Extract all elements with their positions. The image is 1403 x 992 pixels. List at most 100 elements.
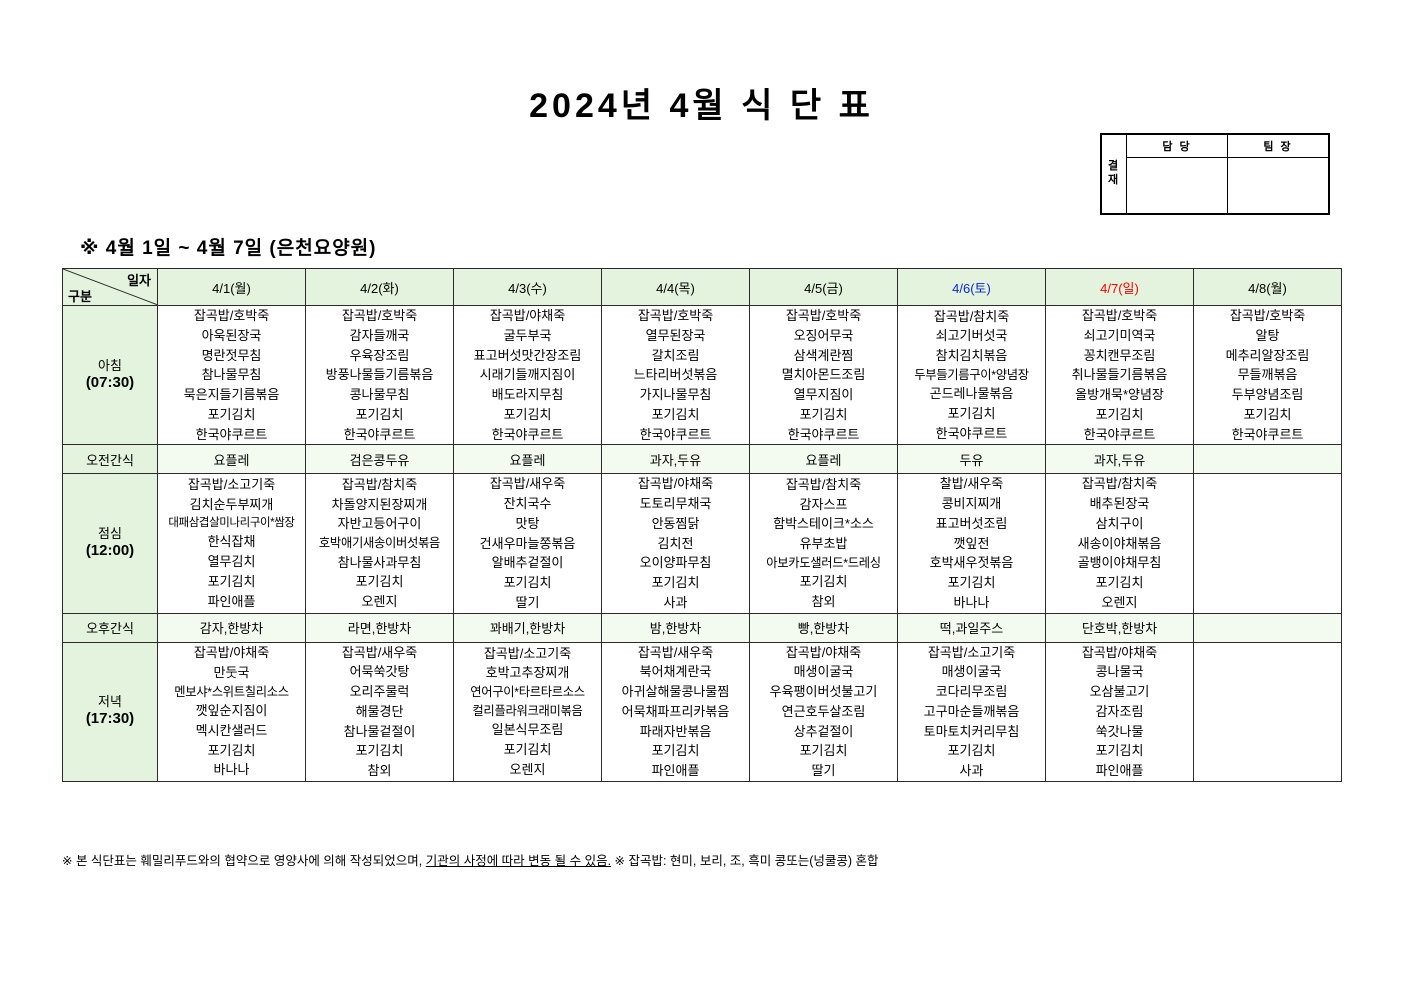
breakfast-cell-0: 잡곡밥/호박죽 아욱된장국 명란젓무침 참나물무침 묵은지들기름볶음 포기김치 한국야쿠르트	[157, 304, 306, 446]
dish-item: 파인애플	[1095, 763, 1144, 778]
dish-item: 일본식무조림	[491, 722, 564, 738]
dish-item: 파래자반볶음	[639, 723, 712, 739]
dish-item: 북어채계란국	[639, 664, 712, 680]
afternoon-snack-row: 오후간식 감자,한방차 라면,한방차 꽈배기,한방차 밤,한방차 빵,한방차 떡…	[62, 612, 1342, 643]
afternoon-snack-cell-2: 꽈배기,한방차	[453, 612, 602, 643]
lunch-cell-4: 잡곡밥/참치죽 감자스프 함박스테이크*소스 유부초밥 아보카도샐러드*드레싱 포기김치 참…	[749, 473, 898, 614]
dish-item: 참나물사과무침	[337, 554, 422, 570]
dish-item: 콩나물국	[1095, 664, 1144, 680]
dish-item: 오렌지	[509, 761, 546, 777]
afternoon-snack-cell-7	[1193, 612, 1342, 643]
row-label-breakfast: 아침 (07:30)	[62, 304, 158, 446]
day-header-7: 4/8(월)	[1193, 268, 1342, 306]
dish-item: 찰밥/새우죽	[939, 476, 1004, 492]
dish-item: 오렌지	[361, 594, 398, 610]
diagonal-divider-icon	[63, 269, 157, 305]
dish-item: 오이양파무침	[639, 555, 712, 571]
dish-item: 포기김치	[799, 574, 848, 590]
dish-item: 맛탕	[515, 515, 540, 531]
dish-item: 명란젓무침	[201, 347, 262, 363]
dish-item: 삼치구이	[1095, 515, 1144, 531]
morning-snack-row: 오전간식 요플레 검은콩두유 요플레 과자,두유 요플레 두유 과자,두유	[62, 444, 1342, 475]
dish-item: 파인애플	[207, 593, 256, 609]
dish-item: 참치김치볶음	[935, 348, 1008, 364]
dish-item: 한국야쿠르트	[639, 426, 712, 442]
approval-signature-manager[interactable]	[1126, 157, 1228, 214]
dish-item: 한국야쿠르트	[195, 426, 268, 442]
dish-item: 쇠고기미역국	[1083, 327, 1156, 343]
dish-item: 코다리무조림	[935, 684, 1008, 699]
dish-item: 열무김치	[207, 554, 256, 570]
dish-item: 잡곡밥/야채죽	[637, 476, 714, 492]
dinner-cell-3: 잡곡밥/새우죽 북어채계란국 아귀살해물콩나물찜 어묵채파프리카볶음 파래자반볶음 포기김…	[601, 641, 750, 782]
day-header-0: 4/1(월)	[157, 268, 306, 306]
dish-item: 쇠고기버섯국	[935, 328, 1008, 344]
dish-item: 딸기	[811, 763, 836, 778]
dish-item: 참나물겉절이	[343, 723, 416, 739]
row-label-lunch: 점심 (12:00)	[62, 473, 158, 614]
dish-item: 잡곡밥/호박죽	[637, 308, 714, 323]
dish-item: 포기김치	[503, 575, 552, 590]
dish-item: 방풍나물들기름볶음	[325, 367, 434, 383]
dinner-time-text: (17:30)	[85, 710, 135, 728]
approval-header-teamlead: 팀 장	[1227, 134, 1329, 158]
dish-item: 멕시칸샐러드	[195, 722, 268, 738]
day-header-6: 4/7(일)	[1045, 268, 1194, 306]
dish-item: 잡곡밥/호박죽	[1229, 308, 1306, 323]
footnote-part2: ※ 잡곡밥: 현미, 보리, 조, 흑미 콩또는(넝쿨콩) 혼합	[611, 854, 879, 868]
dish-item: 사과	[663, 594, 688, 610]
dish-item: 바나나	[953, 594, 990, 610]
dish-item: 잡곡밥/야채죽	[193, 645, 270, 661]
dinner-row: 저녁 (17:30) 잡곡밥/야채죽 만둣국 멘보샤*스위트칠리소스 깻잎순지짐이 멕시…	[62, 641, 1342, 782]
approval-signature-teamlead[interactable]	[1227, 157, 1329, 214]
dish-item: 잡곡밥/소고기죽	[927, 644, 1016, 660]
day-header-1: 4/2(화)	[305, 268, 454, 306]
morning-snack-cell-1: 검은콩두유	[305, 444, 454, 475]
dish-item: 곤드레나물볶음	[929, 386, 1014, 402]
date-range-subtitle: ※ 4월 1일 ~ 4월 7일 (은천요양원)	[80, 238, 377, 259]
dish-item: 호박고추장찌개	[485, 665, 570, 681]
footnote-underlined: 기관의 사정에 따라 변동 될 수 있음.	[425, 854, 612, 868]
dish-item: 새송이야채볶음	[1077, 535, 1162, 551]
breakfast-cell-5: 잡곡밥/참치죽 쇠고기버섯국 참치김치볶음 두부들기름구이*양념장 곤드레나물볶음 포기김…	[897, 304, 1046, 446]
afternoon-snack-cell-4: 빵,한방차	[749, 612, 898, 643]
dish-item: 잡곡밥/야채죽	[1081, 644, 1158, 660]
dish-item: 포기김치	[1095, 743, 1144, 759]
afternoon-snack-cell-5: 떡,과일주스	[897, 612, 1046, 643]
dish-item: 쑥갓나물	[1095, 723, 1144, 739]
dish-item: 한국야쿠르트	[1231, 426, 1304, 442]
dish-item: 한식잡채	[207, 534, 256, 550]
dish-item: 김치순두부찌개	[189, 497, 274, 513]
afternoon-snack-cell-0: 감자,한방차	[157, 612, 306, 643]
dish-item: 멘보샤*스위트칠리소스	[174, 684, 289, 699]
dish-item: 오징어무국	[793, 327, 854, 343]
breakfast-label-text: 아침	[98, 357, 122, 373]
dish-item: 유부초밥	[799, 536, 848, 552]
dish-item: 사과	[959, 763, 984, 778]
table-header-row: 일자 구분 4/1(월) 4/2(화) 4/3(수) 4/4(목) 4/5(금)…	[62, 268, 1342, 306]
day-header-5: 4/6(토)	[897, 268, 1046, 306]
approval-header-manager: 담 당	[1126, 134, 1228, 158]
dinner-cell-4: 잡곡밥/야채죽 매생이굴국 우육팽이버섯불고기 연근호두살조림 상추겉절이 포기김치 딸기	[749, 641, 898, 782]
dish-item: 포기김치	[947, 406, 996, 422]
breakfast-cell-2: 잡곡밥/야채죽 굴두부국 표고버섯맛간장조림 시래기들깨지짐이 배도라지무침 포기김치 한국…	[453, 304, 602, 446]
dish-item: 콩나물무침	[349, 387, 410, 402]
dish-item: 느타리버섯볶음	[633, 367, 718, 383]
dish-item: 바나나	[213, 762, 250, 778]
dinner-cell-1: 잡곡밥/새우죽 어묵쑥갓탕 오리주물럭 해물경단 참나물겉절이 포기김치 참외	[305, 641, 454, 782]
dish-item: 연근호두살조림	[781, 703, 866, 719]
dish-item: 잡곡밥/호박죽	[341, 308, 418, 323]
dish-item: 잡곡밥/야채죽	[785, 644, 862, 660]
morning-snack-cell-7	[1193, 444, 1342, 475]
dish-item: 표고버섯맛간장조림	[473, 347, 582, 363]
lunch-cell-5: 찰밥/새우죽 콩비지찌개 표고버섯조림 깻잎전 호박새우젓볶음 포기김치 바나나	[897, 473, 1046, 614]
dish-item: 김치전	[657, 535, 694, 551]
dish-item: 아욱된장국	[201, 327, 262, 343]
corner-category-label: 구분	[68, 289, 92, 304]
corner-header-cell: 일자 구분	[62, 268, 158, 306]
dish-item: 알배추겉절이	[491, 555, 564, 571]
dish-item: 잔치국수	[503, 496, 552, 511]
dish-item: 컬리플라워크래미볶음	[472, 703, 583, 718]
dish-item: 해물경단	[355, 703, 404, 719]
dinner-cell-5: 잡곡밥/소고기죽 매생이굴국 코다리무조림 고구마순들깨볶음 토마토치커리무침 포기김치 사…	[897, 641, 1046, 782]
